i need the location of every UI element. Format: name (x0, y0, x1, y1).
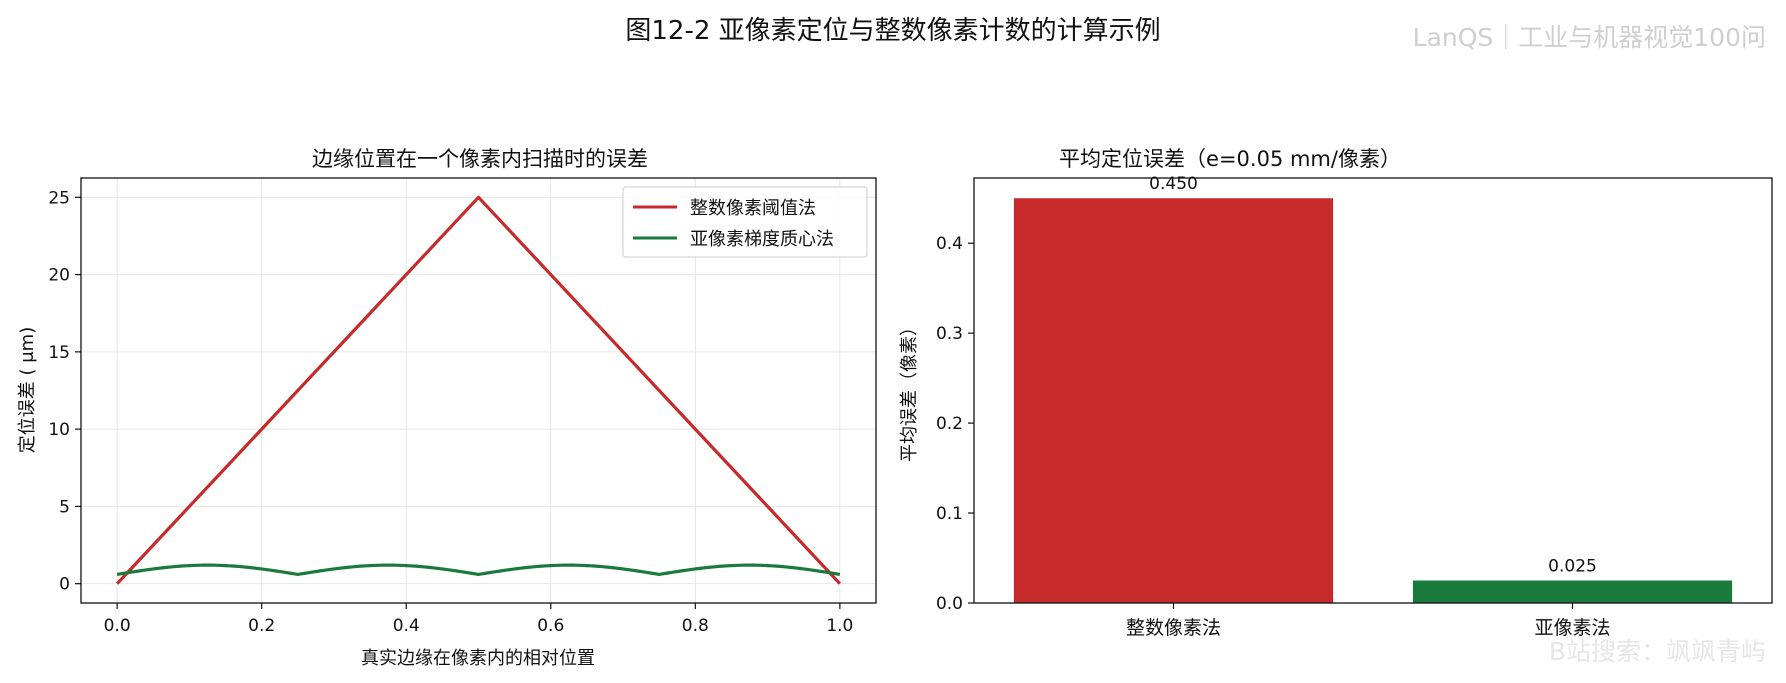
left-y-tick-label: 10 (48, 420, 70, 440)
left-y-tick-label: 0 (59, 575, 70, 595)
right-y-ticks: 0.0 0.1 0.2 0.3 0.4 (936, 234, 974, 614)
left-x-tick-label: 1.0 (826, 616, 853, 636)
left-y-tick-label: 25 (48, 188, 70, 208)
right-y-tick-label: 0.0 (936, 594, 963, 614)
left-grid (81, 178, 876, 603)
left-plot-frame (80, 177, 877, 604)
left-y-tick-label: 5 (59, 497, 70, 517)
left-x-axis-label: 真实边缘在像素内的相对位置 (361, 648, 595, 669)
right-x-tick-label: 亚像素法 (1534, 617, 1610, 639)
legend-label-series-0: 整数像素阈值法 (690, 198, 816, 219)
watermark-bottom: B站搜索：飒飒青屿 (1548, 637, 1766, 666)
left-y-tick-label: 15 (48, 343, 70, 363)
watermark-top: LanQS｜工业与机器视觉100问 (1412, 23, 1766, 52)
right-y-axis-label: 平均误差（像素） (899, 318, 920, 462)
left-chart-title: 边缘位置在一个像素内扫描时的误差 (312, 147, 648, 171)
line-series-1 (116, 563, 841, 577)
right-y-tick-label: 0.3 (936, 324, 963, 344)
left-y-tick-label: 20 (48, 266, 70, 286)
left-x-tick-label: 0.0 (104, 616, 131, 636)
right-y-tick-label: 0.4 (936, 234, 963, 254)
left-x-tick-label: 0.2 (248, 616, 275, 636)
left-x-tick-label: 0.4 (393, 616, 420, 636)
legend-label-series-1: 亚像素梯度质心法 (690, 229, 834, 250)
left-series-group (115, 195, 842, 585)
left-x-tick-label: 0.8 (682, 616, 709, 636)
right-x-tick-label: 整数像素法 (1126, 617, 1221, 639)
right-plot-frame (973, 177, 1773, 604)
left-y-axis-label: 定位误差 ( μm) (17, 327, 38, 453)
left-x-tick-label: 0.6 (537, 616, 564, 636)
left-x-ticks: 0.0 0.2 0.4 0.6 0.8 1.0 (104, 603, 853, 636)
right-y-tick-label: 0.2 (936, 414, 963, 434)
bar-1 (1412, 580, 1733, 603)
bar-value-label: 0.025 (1548, 557, 1597, 577)
right-chart-title: 平均定位误差（e=0.05 mm/像素） (1059, 147, 1401, 171)
left-legend-box (622, 186, 868, 258)
bar-value-label: 0.450 (1149, 174, 1198, 194)
right-bars-group: 0.450 0.025 (1013, 174, 1733, 603)
left-y-ticks: 0 5 10 15 20 25 (48, 188, 81, 595)
right-x-ticks: 整数像素法 亚像素法 (1126, 603, 1611, 639)
line-series-0 (115, 195, 842, 585)
figure-title: 图12-2 亚像素定位与整数像素计数的计算示例 (625, 16, 1161, 46)
right-y-tick-label: 0.1 (936, 504, 963, 524)
bar-0 (1013, 198, 1334, 603)
left-legend: 整数像素阈值法 亚像素梯度质心法 (622, 186, 868, 258)
